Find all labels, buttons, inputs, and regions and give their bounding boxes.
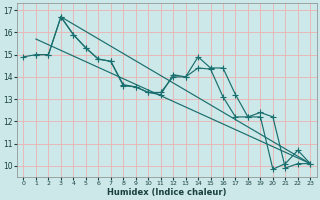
X-axis label: Humidex (Indice chaleur): Humidex (Indice chaleur): [107, 188, 227, 197]
